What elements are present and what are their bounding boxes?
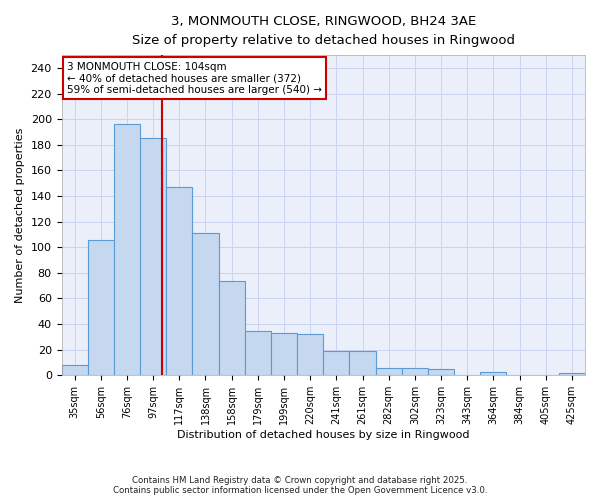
Bar <box>193 233 218 376</box>
X-axis label: Distribution of detached houses by size in Ringwood: Distribution of detached houses by size … <box>177 430 470 440</box>
Bar <box>428 369 454 376</box>
Bar <box>481 372 506 376</box>
Bar <box>88 240 114 376</box>
Title: 3, MONMOUTH CLOSE, RINGWOOD, BH24 3AE
Size of property relative to detached hous: 3, MONMOUTH CLOSE, RINGWOOD, BH24 3AE Si… <box>132 15 515 47</box>
Bar <box>245 330 271 376</box>
Bar <box>62 365 88 376</box>
Bar <box>376 368 402 376</box>
Bar <box>559 373 585 376</box>
Bar <box>114 124 140 376</box>
Bar <box>297 334 323 376</box>
Text: 3 MONMOUTH CLOSE: 104sqm
← 40% of detached houses are smaller (372)
59% of semi-: 3 MONMOUTH CLOSE: 104sqm ← 40% of detach… <box>67 62 322 94</box>
Y-axis label: Number of detached properties: Number of detached properties <box>15 128 25 303</box>
Bar <box>218 280 245 376</box>
Bar <box>323 351 349 376</box>
Bar <box>349 351 376 376</box>
Text: Contains HM Land Registry data © Crown copyright and database right 2025.
Contai: Contains HM Land Registry data © Crown c… <box>113 476 487 495</box>
Bar <box>140 138 166 376</box>
Bar <box>402 368 428 376</box>
Bar <box>271 333 297 376</box>
Bar <box>166 187 193 376</box>
